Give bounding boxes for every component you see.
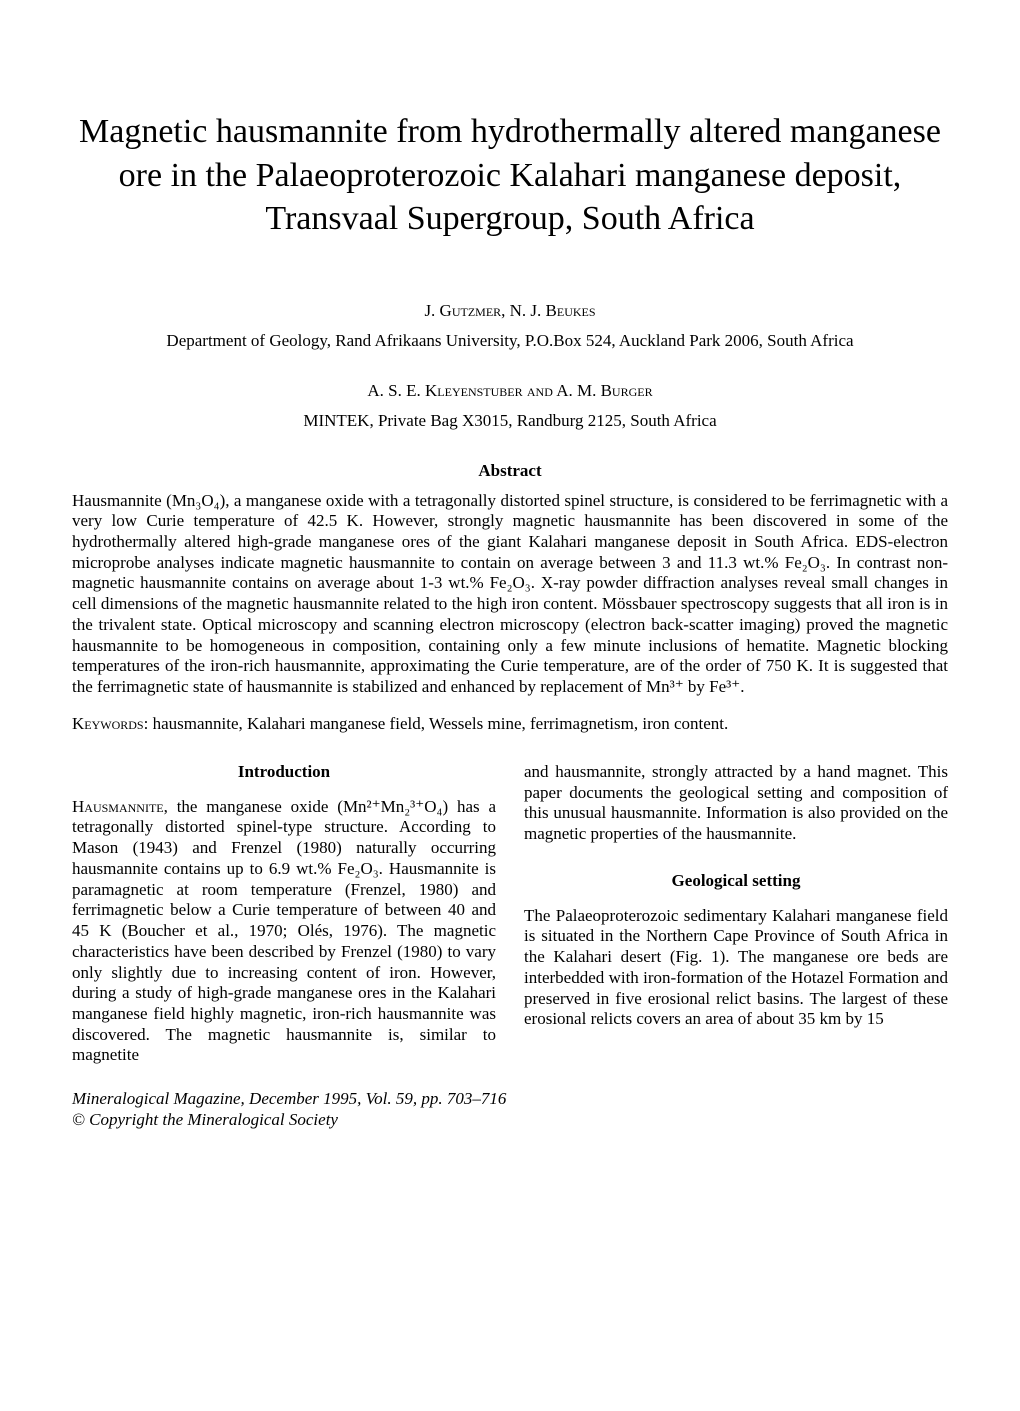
authors-line-2: A. S. E. Kleyenstuber and A. M. Burger [72, 381, 948, 401]
authors-block-2: A. S. E. Kleyenstuber and A. M. Burger M… [72, 381, 948, 431]
column-1: Introduction Hausmannite, the manganese … [72, 762, 496, 1066]
authors-line-1: J. Gutzmer, N. J. Beukes [72, 301, 948, 321]
footer-line-2: © Copyright the Mineralogical Society [72, 1109, 948, 1130]
affiliation-1: Department of Geology, Rand Afrikaans Un… [72, 331, 948, 351]
intro-continuation: and hausmannite, strongly attracted by a… [524, 762, 948, 845]
page: Magnetic hausmannite from hydrothermally… [0, 0, 1020, 1181]
abstract-heading: Abstract [72, 461, 948, 481]
authors-block-1: J. Gutzmer, N. J. Beukes Department of G… [72, 301, 948, 351]
geological-setting-heading: Geological setting [524, 871, 948, 892]
keywords-label: Keywords: [72, 714, 148, 733]
introduction-paragraph: Hausmannite, the manganese oxide (Mn²⁺Mn… [72, 797, 496, 1067]
geological-setting-paragraph: The Palaeoproterozoic sedimentary Kalaha… [524, 906, 948, 1030]
two-column-body: Introduction Hausmannite, the manganese … [72, 762, 948, 1066]
footer-citation: Mineralogical Magazine, December 1995, V… [72, 1088, 948, 1131]
affiliation-2: MINTEK, Private Bag X3015, Randburg 2125… [72, 411, 948, 431]
introduction-heading: Introduction [72, 762, 496, 783]
article-title: Magnetic hausmannite from hydrothermally… [72, 110, 948, 241]
intro-rest: the manganese oxide (Mn²⁺Mn₂³⁺O₄) has a … [72, 797, 496, 1065]
footer-line-1: Mineralogical Magazine, December 1995, V… [72, 1088, 948, 1109]
abstract-body: Hausmannite (Mn₃O₄), a manganese oxide w… [72, 491, 948, 698]
keywords-text: hausmannite, Kalahari manganese field, W… [148, 714, 728, 733]
intro-first-word: Hausmannite, [72, 797, 168, 816]
column-2: and hausmannite, strongly attracted by a… [524, 762, 948, 1030]
keywords-line: Keywords: hausmannite, Kalahari manganes… [72, 714, 948, 734]
